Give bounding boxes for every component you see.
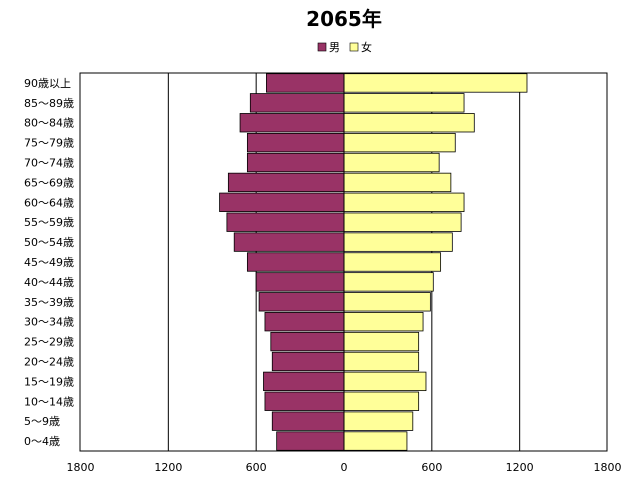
bar-male-8 (233, 232, 345, 252)
bar-female-2 (343, 113, 475, 133)
legend-label-female: 女 (361, 40, 372, 54)
x-tick-label: 0 (341, 461, 348, 474)
category-label: 45～49歳 (24, 256, 74, 269)
category-label: 40～44歳 (24, 276, 74, 289)
legend-swatch-female (349, 42, 359, 52)
x-tick-label: 600 (421, 461, 442, 474)
bar-male-16 (264, 391, 345, 411)
bar-male-15 (263, 371, 345, 392)
bar-female-6 (343, 192, 465, 212)
bar-female-3 (343, 132, 456, 153)
category-label: 0～4歳 (24, 435, 60, 448)
x-tick-label: 600 (246, 461, 267, 474)
bar-female-10 (343, 272, 434, 292)
x-tick-label: 1200 (154, 461, 182, 474)
bar-female-8 (343, 232, 453, 252)
category-label: 90歳以上 (24, 77, 71, 90)
category-label: 20～24歳 (24, 355, 74, 368)
bar-male-3 (246, 132, 345, 153)
legend: 男 女 (317, 40, 372, 54)
bar-male-2 (239, 113, 345, 133)
x-tick-label: 1200 (506, 461, 534, 474)
category-label: 35～39歳 (24, 296, 74, 309)
category-label: 80～84歳 (24, 117, 74, 130)
bar-female-0 (343, 73, 528, 93)
bar-female-17 (343, 411, 414, 431)
category-label: 70～74歳 (24, 157, 74, 170)
bar-female-14 (343, 351, 420, 372)
bar-male-6 (219, 192, 345, 212)
bar-male-1 (249, 93, 345, 113)
bar-female-4 (343, 152, 440, 173)
category-labels: 90歳以上 85～89歳 80～84歳 75～79歳 70～74歳 65～69歳 60～64… (24, 77, 74, 448)
legend-label-male: 男 (329, 41, 340, 54)
bar-female-18 (343, 431, 408, 451)
bar-male-11 (258, 292, 345, 312)
bar-female-13 (343, 331, 420, 352)
bar-female-11 (343, 292, 431, 312)
category-label: 5～9歳 (24, 415, 60, 428)
bar-male-12 (264, 312, 345, 332)
category-label: 55～59歳 (24, 216, 74, 229)
bar-male-5 (227, 172, 345, 193)
bar-male-14 (271, 351, 345, 372)
x-axis-tick-labels: 1800 1200 600 0 600 1200 1800 (67, 461, 622, 474)
x-tick-label: 1800 (594, 461, 622, 474)
bar-male-13 (270, 331, 345, 352)
category-label: 65～69歳 (24, 176, 74, 189)
bar-male-4 (246, 152, 345, 173)
bar-male-17 (271, 411, 345, 431)
bar-female-1 (343, 93, 465, 113)
bar-male-9 (246, 252, 345, 272)
bar-female-9 (343, 252, 442, 272)
bar-male-0 (266, 73, 345, 93)
category-label: 60～64歳 (24, 196, 74, 209)
bar-female-16 (343, 391, 420, 411)
chart-title: 2065年 (306, 7, 382, 31)
bar-female-5 (343, 172, 452, 193)
bar-female-15 (343, 371, 427, 392)
bar-female-7 (343, 212, 462, 232)
bar-male-10 (255, 272, 345, 292)
category-label: 75～79歳 (24, 137, 74, 150)
category-label: 15～19歳 (24, 375, 74, 388)
category-label: 25～29歳 (24, 336, 74, 349)
category-label: 85～89歳 (24, 97, 74, 110)
bar-male-7 (226, 212, 345, 232)
plot-area (79, 72, 608, 452)
category-label: 10～14歳 (24, 395, 74, 408)
bar-female-12 (343, 312, 424, 332)
category-label: 50～54歳 (24, 236, 74, 249)
category-label: 30～34歳 (24, 316, 74, 329)
legend-swatch-male (317, 42, 327, 52)
x-tick-label: 1800 (67, 461, 95, 474)
bar-male-18 (276, 431, 345, 451)
